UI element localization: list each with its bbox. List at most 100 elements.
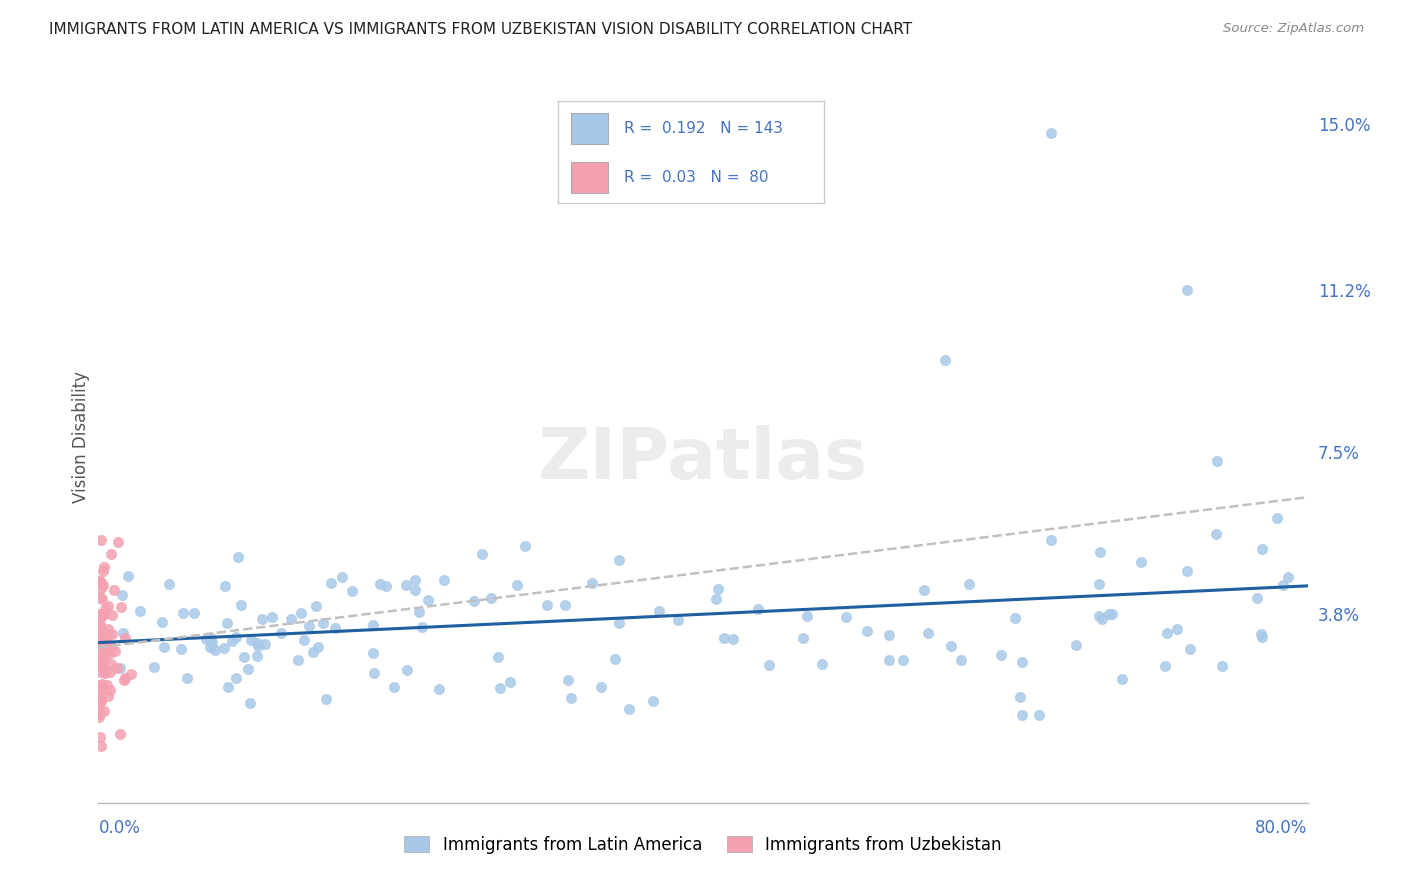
Point: [225, 630, 247, 644]
Point: [89, 665, 111, 679]
Point: [91, 639, 114, 653]
Point: [1206, 454, 1229, 468]
Point: [340, 583, 363, 598]
Point: [114, 671, 136, 685]
Point: [1130, 555, 1153, 569]
Point: [280, 612, 302, 626]
Point: [96, 640, 118, 654]
Point: [1156, 625, 1178, 640]
Point: [1250, 627, 1272, 641]
Point: [1166, 622, 1188, 636]
Point: [129, 604, 152, 618]
Point: [89, 574, 111, 588]
Point: [1272, 578, 1295, 592]
Point: [89, 695, 111, 709]
Point: [110, 600, 132, 615]
Point: [321, 575, 343, 590]
Point: [262, 610, 284, 624]
Point: [93, 607, 115, 622]
Point: [1039, 126, 1062, 140]
Point: [170, 642, 193, 657]
Point: [713, 631, 735, 645]
Point: [100, 607, 122, 622]
Point: [232, 650, 254, 665]
Point: [94, 639, 117, 653]
Point: [226, 550, 249, 565]
Point: [648, 604, 671, 618]
Point: [666, 613, 689, 627]
Point: [157, 576, 180, 591]
Point: [479, 591, 502, 605]
Point: [1028, 708, 1050, 723]
Point: [108, 660, 131, 674]
Point: [107, 534, 129, 549]
Point: [89, 644, 111, 658]
Point: [200, 632, 222, 646]
Point: [368, 577, 391, 591]
Point: [287, 653, 309, 667]
Point: [100, 547, 122, 561]
Point: [110, 588, 132, 602]
Point: [515, 539, 537, 553]
Point: [856, 624, 879, 639]
Point: [89, 657, 111, 671]
Point: [1091, 612, 1114, 626]
Point: [212, 641, 235, 656]
Point: [89, 690, 111, 705]
Point: [225, 671, 247, 685]
Point: [96, 630, 118, 644]
Point: [404, 573, 426, 587]
Point: [98, 638, 121, 652]
Point: [204, 642, 226, 657]
Point: [89, 635, 111, 649]
Point: [463, 594, 485, 608]
Point: [1088, 545, 1111, 559]
Point: [236, 662, 259, 676]
Point: [239, 632, 262, 647]
Point: [89, 629, 111, 643]
Point: [536, 598, 558, 612]
Point: [1277, 569, 1299, 583]
Text: IMMIGRANTS FROM LATIN AMERICA VS IMMIGRANTS FROM UZBEKISTAN VISION DISABILITY CO: IMMIGRANTS FROM LATIN AMERICA VS IMMIGRA…: [49, 22, 912, 37]
Point: [103, 583, 125, 598]
Point: [89, 642, 111, 657]
Point: [917, 625, 939, 640]
Point: [396, 663, 419, 677]
Point: [246, 636, 269, 650]
Point: [229, 598, 252, 612]
Point: [253, 637, 276, 651]
Point: [990, 648, 1012, 662]
Point: [94, 640, 117, 654]
Point: [94, 646, 117, 660]
Point: [93, 653, 115, 667]
Point: [792, 632, 814, 646]
Point: [90, 627, 112, 641]
Point: [302, 645, 325, 659]
Point: [486, 650, 509, 665]
Point: [143, 659, 166, 673]
Point: [1251, 631, 1274, 645]
Point: [250, 612, 273, 626]
Point: [87, 607, 110, 621]
Point: [603, 652, 626, 666]
Point: [153, 640, 176, 654]
Point: [323, 620, 346, 634]
Point: [554, 599, 576, 613]
Point: [408, 606, 430, 620]
Point: [1040, 533, 1063, 548]
Point: [1011, 708, 1033, 723]
Point: [91, 631, 114, 645]
Point: [643, 694, 665, 708]
Point: [246, 640, 269, 654]
Point: [172, 606, 194, 620]
Point: [90, 659, 112, 673]
Point: [90, 649, 112, 664]
Point: [835, 610, 858, 624]
Point: [89, 590, 111, 604]
Point: [100, 657, 122, 671]
Point: [374, 579, 396, 593]
Point: [1111, 672, 1133, 686]
Point: [93, 560, 115, 574]
Point: [98, 665, 121, 680]
Point: [101, 626, 124, 640]
